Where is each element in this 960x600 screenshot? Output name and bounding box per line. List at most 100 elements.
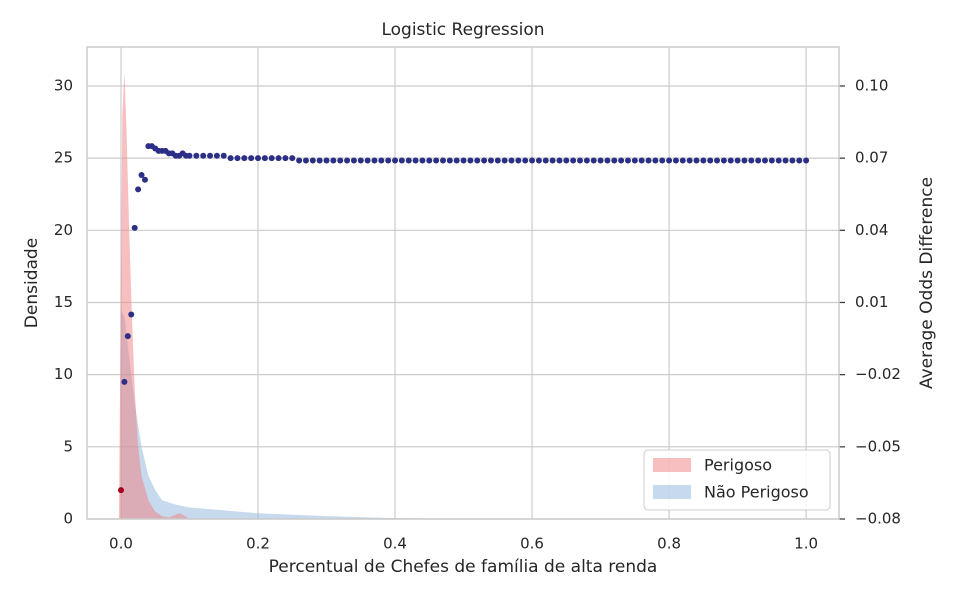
- point: [720, 157, 727, 164]
- point: [337, 157, 344, 164]
- point: [275, 155, 282, 162]
- point: [529, 157, 536, 164]
- legend-label: Perigoso: [704, 456, 772, 475]
- point: [289, 155, 296, 162]
- point: [762, 157, 769, 164]
- point: [220, 152, 227, 159]
- y2-tick-label: −0.05: [855, 437, 901, 455]
- point: [357, 157, 364, 164]
- point: [638, 157, 645, 164]
- point: [255, 155, 262, 162]
- point: [309, 157, 316, 164]
- point: [135, 186, 142, 193]
- point: [686, 157, 693, 164]
- point: [207, 152, 214, 159]
- point: [570, 157, 577, 164]
- point: [117, 487, 124, 494]
- point: [200, 152, 207, 159]
- point: [296, 157, 303, 164]
- point: [583, 157, 590, 164]
- y-tick-label: 25: [54, 149, 73, 167]
- point: [481, 157, 488, 164]
- point: [323, 157, 330, 164]
- point: [330, 157, 337, 164]
- point: [522, 157, 529, 164]
- y2-axis-label: Average Odds Difference: [917, 177, 937, 389]
- y2-tick-label: 0.01: [855, 293, 888, 311]
- point: [193, 152, 200, 159]
- legend-label: Não Perigoso: [704, 483, 809, 502]
- point: [186, 152, 193, 159]
- point: [700, 157, 707, 164]
- legend-swatch: [653, 485, 691, 499]
- point: [364, 157, 371, 164]
- point: [645, 157, 652, 164]
- point: [282, 155, 289, 162]
- point: [672, 157, 679, 164]
- point: [494, 157, 501, 164]
- x-tick-label: 0.6: [520, 535, 544, 553]
- point: [707, 157, 714, 164]
- point: [433, 157, 440, 164]
- point: [141, 176, 148, 183]
- point: [248, 155, 255, 162]
- point: [590, 157, 597, 164]
- y-axis-label: Densidade: [22, 238, 42, 328]
- y-tick-label: 0: [63, 510, 73, 528]
- point: [652, 157, 659, 164]
- point: [631, 157, 638, 164]
- point: [241, 155, 248, 162]
- point: [350, 157, 357, 164]
- point: [597, 157, 604, 164]
- point: [515, 157, 522, 164]
- point: [693, 157, 700, 164]
- point: [405, 157, 412, 164]
- point: [467, 157, 474, 164]
- point: [542, 157, 549, 164]
- point: [131, 224, 138, 231]
- point: [392, 157, 399, 164]
- point: [419, 157, 426, 164]
- y-tick-label: 20: [54, 221, 73, 239]
- point: [227, 155, 234, 162]
- point: [741, 157, 748, 164]
- point: [474, 157, 481, 164]
- legend-swatch: [653, 458, 691, 472]
- x-tick-label: 0.0: [109, 535, 133, 553]
- y-tick-label: 10: [54, 365, 73, 383]
- point: [549, 157, 556, 164]
- point: [624, 157, 631, 164]
- point: [659, 157, 666, 164]
- point: [412, 157, 419, 164]
- point: [501, 157, 508, 164]
- point: [439, 157, 446, 164]
- point: [748, 157, 755, 164]
- point: [556, 157, 563, 164]
- point: [121, 378, 128, 385]
- x-tick-label: 1.0: [794, 535, 818, 553]
- point: [803, 157, 810, 164]
- chart-title: Logistic Regression: [381, 20, 544, 40]
- point: [679, 157, 686, 164]
- point: [789, 157, 796, 164]
- point: [535, 157, 542, 164]
- point: [487, 157, 494, 164]
- point: [768, 157, 775, 164]
- point: [618, 157, 625, 164]
- point: [138, 171, 145, 178]
- point: [371, 157, 378, 164]
- point: [426, 157, 433, 164]
- point: [385, 157, 392, 164]
- y2-tick-label: −0.02: [855, 365, 901, 383]
- y2-tick-label: 0.10: [855, 76, 888, 94]
- point: [261, 155, 268, 162]
- density-area: [118, 71, 190, 520]
- point: [611, 157, 618, 164]
- point: [508, 157, 515, 164]
- point: [460, 157, 467, 164]
- point: [775, 157, 782, 164]
- point: [604, 157, 611, 164]
- point: [268, 155, 275, 162]
- point: [446, 157, 453, 164]
- y-tick-label: 15: [54, 293, 73, 311]
